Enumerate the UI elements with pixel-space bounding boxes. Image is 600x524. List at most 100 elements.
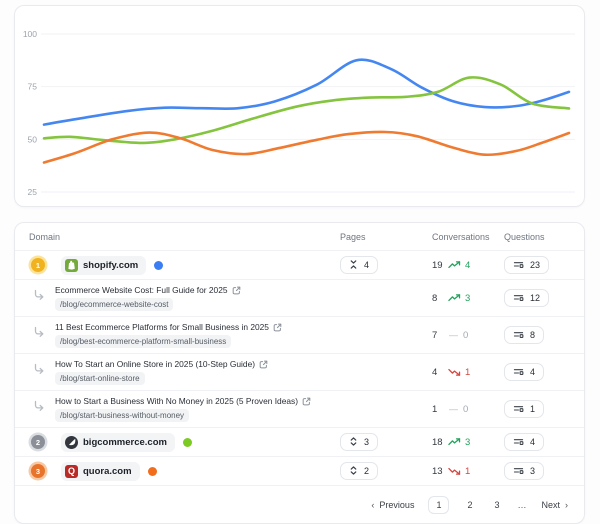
domain-pill-bigcommerce[interactable]: bigcommerce.com — [61, 432, 175, 452]
pages-count: 4 — [364, 259, 370, 270]
svg-text:100: 100 — [23, 29, 37, 39]
page-title: How To Start an Online Store in 2025 (10… — [55, 359, 256, 369]
questions-button[interactable]: 4 — [504, 362, 545, 381]
no-change-dash-icon: — — [449, 330, 458, 340]
questions-list-icon — [513, 405, 524, 412]
questions-list-icon — [513, 438, 524, 445]
page-row-2[interactable]: 11 Best Ecommerce Platforms for Small Bu… — [15, 317, 584, 354]
domain-pill-quora[interactable]: Q quora.com — [61, 461, 140, 481]
corner-down-right-icon — [34, 326, 44, 337]
page-row-4[interactable]: How to Start a Business With No Money in… — [15, 391, 584, 428]
questions-button[interactable]: 8 — [504, 325, 545, 344]
questions-button[interactable]: 23 — [504, 255, 550, 274]
questions-count: 1 — [530, 403, 536, 414]
conversations-count: 1 — [432, 403, 438, 415]
trending-down-icon — [448, 368, 461, 376]
page-path-badge: /blog/best-ecommerce-platform-small-busi… — [55, 335, 232, 348]
svg-text:75: 75 — [28, 82, 38, 92]
page-title: 11 Best Ecommerce Platforms for Small Bu… — [55, 322, 269, 332]
expand-pages-button[interactable]: 3 — [340, 432, 379, 451]
questions-count: 8 — [530, 329, 536, 340]
table-row-bigcommerce[interactable]: 2 bigcommerce.com 3 18 3 4 — [15, 428, 584, 457]
chevron-right-icon: › — [565, 499, 568, 510]
external-link-icon[interactable] — [302, 397, 311, 406]
series-color-dot-blue — [154, 260, 164, 270]
next-page-button[interactable]: Next › — [541, 499, 568, 510]
no-change-dash-icon: — — [449, 404, 458, 414]
trending-up-icon — [448, 261, 461, 269]
page-title: How to Start a Business With No Money in… — [55, 396, 298, 406]
pagination-ellipsis[interactable]: … — [517, 499, 528, 510]
questions-list-icon — [513, 294, 524, 301]
questions-count: 4 — [530, 366, 536, 377]
questions-list-icon — [513, 467, 524, 474]
conversations-change: 1 — [465, 366, 471, 378]
series-color-dot-green — [182, 437, 192, 447]
conversations-change: 3 — [465, 292, 471, 304]
domain-pill-shopify[interactable]: shopify.com — [61, 255, 147, 275]
page-number-3[interactable]: 3 — [494, 499, 500, 510]
page-title: Ecommerce Website Cost: Full Guide for 2… — [55, 285, 228, 295]
domains-table-card: Domain Pages Conversations Questions 1 s… — [14, 222, 585, 524]
questions-count: 12 — [530, 292, 541, 303]
conversations-change: 0 — [463, 403, 469, 415]
page-path-badge: /blog/start-online-store — [55, 372, 145, 385]
pages-count: 2 — [364, 465, 370, 476]
questions-list-icon — [513, 368, 524, 375]
questions-button[interactable]: 1 — [504, 399, 545, 418]
table-row-shopify[interactable]: 1 shopify.com 4 19 4 23 — [15, 251, 584, 280]
external-link-icon[interactable] — [232, 286, 241, 295]
header-questions: Questions — [504, 231, 545, 242]
svg-text:50: 50 — [28, 134, 38, 144]
shopify-favicon-icon — [65, 258, 78, 272]
external-link-icon[interactable] — [273, 323, 282, 332]
conversations-change: 1 — [465, 465, 471, 477]
questions-button[interactable]: 4 — [504, 432, 545, 451]
series-color-dot-orange — [147, 466, 157, 476]
domain-name: quora.com — [83, 465, 132, 477]
conversations-count: 13 — [432, 465, 443, 477]
collapse-pages-button[interactable]: 4 — [340, 255, 379, 274]
conversations-count: 7 — [432, 329, 438, 341]
svg-text:25: 25 — [28, 187, 38, 197]
table-header-row: Domain Pages Conversations Questions — [15, 223, 584, 251]
rank-badge: 3 — [31, 464, 45, 478]
traffic-line-chart: 100 75 50 25 — [23, 29, 575, 197]
table-row-quora[interactable]: 3 Q quora.com 2 13 1 3 — [15, 457, 584, 486]
pages-count: 3 — [364, 436, 370, 447]
rank-badge: 1 — [31, 258, 45, 272]
rank-badge: 2 — [31, 435, 45, 449]
header-domain: Domain — [29, 231, 61, 242]
expand-pages-button[interactable]: 2 — [340, 461, 379, 480]
questions-button[interactable]: 12 — [504, 288, 550, 307]
questions-button[interactable]: 3 — [504, 461, 545, 480]
questions-count: 23 — [530, 259, 541, 270]
corner-down-right-icon — [34, 363, 44, 374]
questions-count: 3 — [530, 465, 536, 476]
conversations-count: 18 — [432, 436, 443, 448]
traffic-chart-card: 100 75 50 25 — [14, 5, 585, 207]
external-link-icon[interactable] — [259, 360, 268, 369]
chevrons-expand-icon — [350, 466, 357, 475]
page-path-badge: /blog/start-business-without-money — [55, 409, 190, 422]
corner-down-right-icon — [34, 289, 44, 300]
conversations-count: 4 — [432, 366, 438, 378]
page-row-1[interactable]: Ecommerce Website Cost: Full Guide for 2… — [15, 280, 584, 317]
trending-up-icon — [448, 438, 461, 446]
domain-name: bigcommerce.com — [83, 436, 167, 448]
page-number-2[interactable]: 2 — [467, 499, 473, 510]
questions-count: 4 — [530, 436, 536, 447]
page-row-3[interactable]: How To Start an Online Store in 2025 (10… — [15, 354, 584, 391]
header-conversations: Conversations — [432, 231, 490, 242]
conversations-count: 19 — [432, 259, 443, 271]
corner-down-right-icon — [34, 400, 44, 411]
conversations-change: 3 — [465, 436, 471, 448]
previous-page-button[interactable]: ‹ Previous — [371, 499, 415, 510]
chevrons-collapse-icon — [350, 260, 357, 269]
conversations-change: 0 — [463, 329, 469, 341]
header-pages: Pages — [340, 231, 366, 242]
questions-list-icon — [513, 331, 524, 338]
trending-down-icon — [448, 467, 461, 475]
domain-name: shopify.com — [83, 259, 139, 271]
chevrons-expand-icon — [350, 437, 357, 446]
